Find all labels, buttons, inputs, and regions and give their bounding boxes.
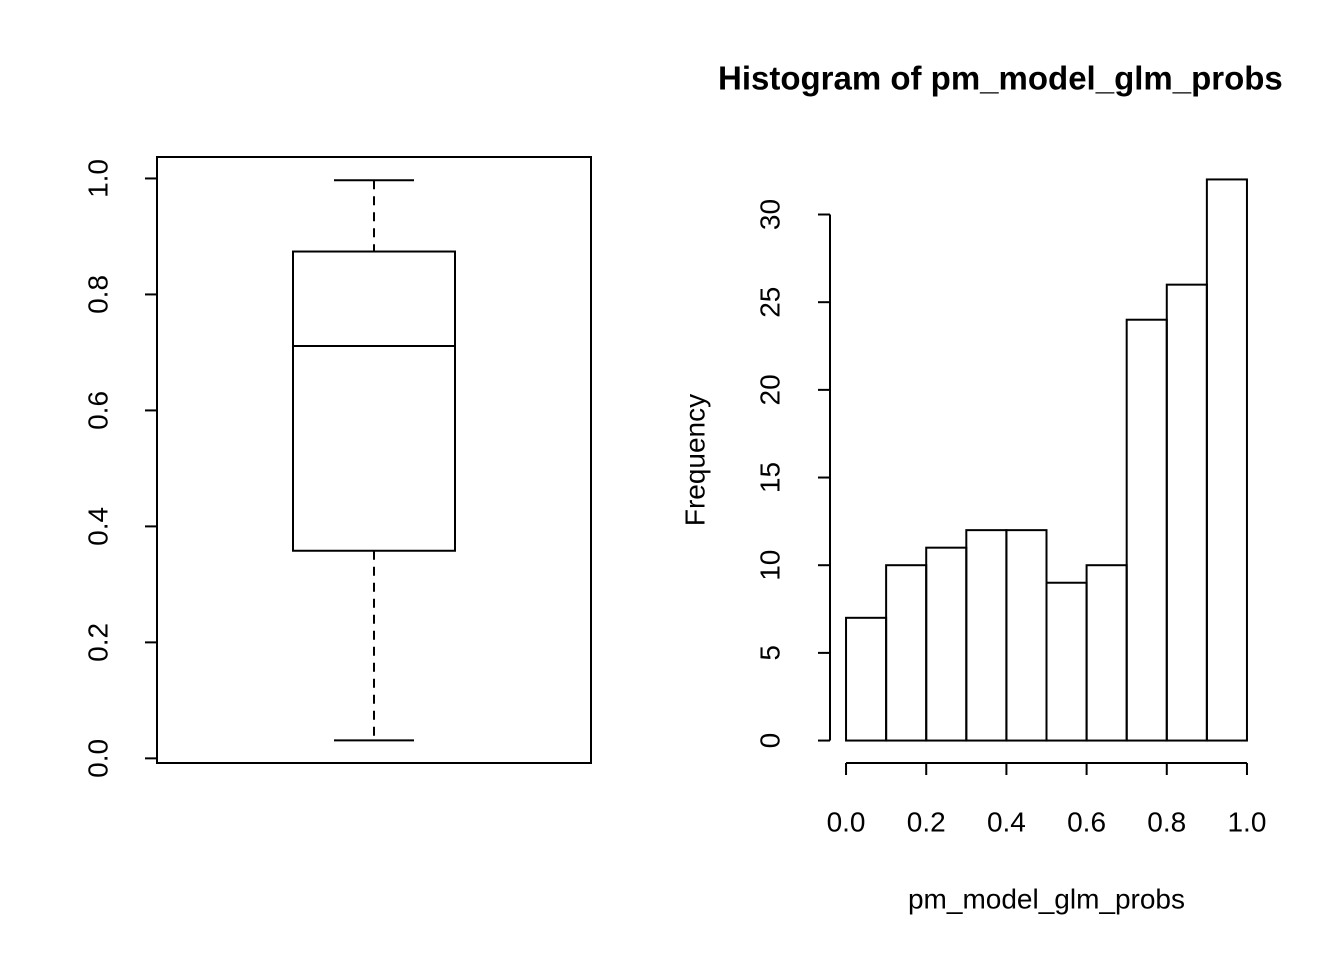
bar <box>1165 283 1208 742</box>
bar <box>925 546 968 742</box>
bar <box>1005 529 1048 742</box>
x-axis-label: pm_model_glm_probs <box>908 883 1185 914</box>
bar <box>885 564 928 742</box>
y-tick-label: 1.0 <box>82 159 113 198</box>
y-tick-label: 0.2 <box>82 623 113 662</box>
bar <box>1085 564 1128 742</box>
y-tick-label: 0.6 <box>82 391 113 430</box>
x-tick-label: 0.4 <box>987 806 1026 837</box>
y-tick-label: 25 <box>754 287 785 318</box>
y-tick-label: 30 <box>754 199 785 230</box>
x-tick-label: 0.0 <box>827 806 866 837</box>
bar <box>1125 318 1168 742</box>
chart-title: Histogram of pm_model_glm_probs <box>718 60 1283 97</box>
y-tick-label: 0.4 <box>82 507 113 546</box>
y-tick-label: 0.0 <box>82 739 113 778</box>
x-tick-label: 1.0 <box>1227 806 1266 837</box>
y-tick-label: 15 <box>754 462 785 493</box>
x-tick-label: 0.2 <box>907 806 946 837</box>
bar <box>965 529 1008 742</box>
y-axis-label: Frequency <box>679 394 710 526</box>
y-tick-label: 5 <box>754 645 785 661</box>
bar <box>1045 581 1088 742</box>
y-tick-label: 0.8 <box>82 275 113 314</box>
box <box>292 250 456 552</box>
x-tick-label: 0.8 <box>1147 806 1186 837</box>
bar <box>845 616 888 742</box>
y-tick-label: 20 <box>754 374 785 405</box>
x-tick-label: 0.6 <box>1067 806 1106 837</box>
bar <box>1205 178 1248 742</box>
y-tick-label: 0 <box>754 733 785 749</box>
y-tick-label: 10 <box>754 550 785 581</box>
